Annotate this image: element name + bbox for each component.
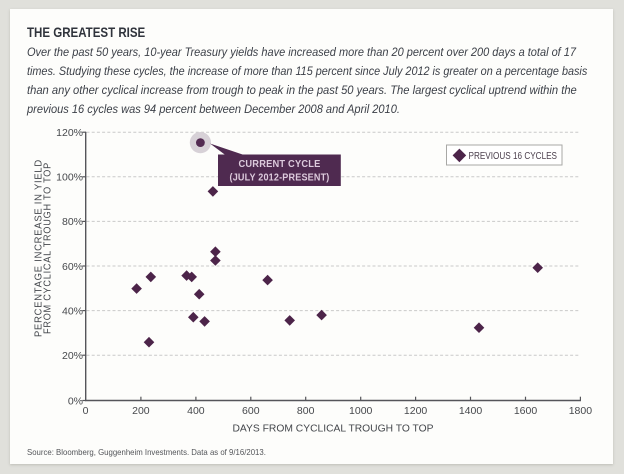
svg-text:(JULY 2012-PRESENT): (JULY 2012-PRESENT) [230, 172, 330, 183]
svg-text:120%: 120% [56, 127, 83, 139]
svg-text:100%: 100% [56, 172, 83, 184]
svg-text:400: 400 [187, 405, 205, 417]
svg-text:CURRENT CYCLE: CURRENT CYCLE [239, 159, 321, 170]
svg-text:800: 800 [297, 405, 315, 417]
svg-text:FROM CYCLICAL TROUGH TO TOP: FROM CYCLICAL TROUGH TO TOP [42, 162, 53, 334]
svg-text:60%: 60% [62, 261, 83, 273]
svg-text:1800: 1800 [569, 405, 593, 417]
svg-text:80%: 80% [62, 216, 83, 228]
svg-text:DAYS FROM CYCLICAL TROUGH TO T: DAYS FROM CYCLICAL TROUGH TO TOP [233, 424, 434, 435]
svg-text:20%: 20% [62, 350, 83, 362]
svg-text:PREVIOUS 16 CYCLES: PREVIOUS 16 CYCLES [469, 151, 558, 162]
svg-text:1000: 1000 [349, 405, 373, 417]
svg-text:0%: 0% [68, 395, 83, 407]
svg-text:200: 200 [132, 405, 150, 417]
svg-text:1600: 1600 [514, 405, 538, 417]
svg-text:600: 600 [242, 405, 260, 417]
svg-text:PERCENTAGE INCREASE IN YIELD: PERCENTAGE INCREASE IN YIELD [34, 159, 45, 337]
svg-text:1400: 1400 [459, 405, 483, 417]
svg-text:40%: 40% [62, 305, 83, 317]
svg-text:0: 0 [83, 405, 89, 417]
svg-text:1200: 1200 [404, 405, 428, 417]
